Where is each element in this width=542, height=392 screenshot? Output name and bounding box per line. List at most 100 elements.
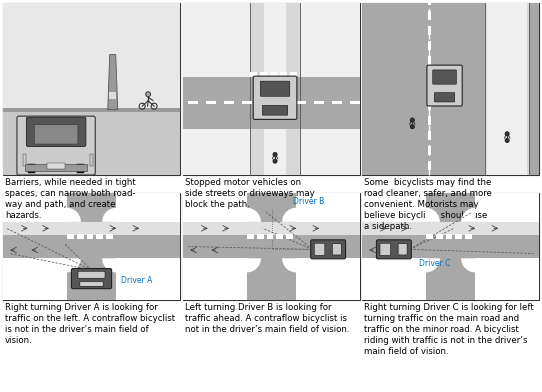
Bar [67, 222, 117, 235]
Bar [428, 116, 431, 125]
Bar [183, 193, 360, 300]
FancyBboxPatch shape [78, 271, 105, 278]
FancyBboxPatch shape [427, 65, 462, 106]
Bar [47, 163, 65, 169]
Wedge shape [425, 258, 440, 272]
Bar [425, 258, 475, 300]
FancyBboxPatch shape [34, 125, 78, 144]
Text: Driver C: Driver C [418, 259, 450, 268]
Bar [455, 234, 462, 239]
Bar [428, 161, 431, 170]
Bar [428, 26, 431, 35]
Polygon shape [108, 54, 118, 110]
Bar [3, 108, 180, 112]
Bar [247, 222, 296, 235]
Bar [296, 235, 360, 258]
Bar [362, 258, 425, 300]
Bar [428, 86, 431, 95]
Text: Some  bicyclists may find the
road cleaner, safer, and more
convenient. Motorist: Some bicyclists may find the road cleane… [364, 178, 492, 231]
Circle shape [410, 118, 415, 122]
Bar [96, 234, 104, 239]
Bar [428, 131, 431, 140]
Bar [256, 234, 263, 239]
Wedge shape [461, 208, 475, 222]
Circle shape [273, 159, 277, 163]
Bar [23, 154, 27, 165]
Bar [264, 3, 286, 175]
Text: Right turning Driver C is looking for left
turning traffic on the main road and
: Right turning Driver C is looking for le… [364, 303, 534, 356]
Bar [183, 235, 247, 258]
FancyBboxPatch shape [72, 269, 112, 289]
Bar [250, 3, 300, 175]
Bar [117, 193, 180, 222]
Bar [475, 222, 539, 235]
Bar [76, 234, 83, 239]
Bar [89, 154, 93, 165]
FancyBboxPatch shape [27, 117, 86, 147]
Bar [117, 235, 180, 258]
Bar [183, 258, 247, 300]
Bar [183, 193, 247, 222]
Wedge shape [282, 258, 296, 272]
Bar [296, 258, 360, 300]
Bar [25, 163, 87, 171]
Bar [296, 101, 306, 104]
Bar [206, 101, 216, 104]
Bar [77, 163, 85, 173]
Bar [475, 193, 539, 222]
Bar [428, 71, 431, 80]
Wedge shape [425, 208, 440, 222]
Bar [250, 72, 257, 77]
Circle shape [410, 125, 415, 129]
FancyBboxPatch shape [262, 105, 288, 115]
FancyBboxPatch shape [332, 244, 341, 255]
FancyBboxPatch shape [433, 70, 456, 84]
Bar [428, 11, 431, 20]
Bar [350, 101, 360, 104]
Bar [332, 101, 342, 104]
Bar [3, 3, 180, 175]
Bar [67, 234, 74, 239]
Bar [3, 258, 67, 300]
Text: Driver B: Driver B [293, 197, 324, 206]
Wedge shape [102, 208, 117, 222]
Bar [387, 3, 472, 175]
Bar [106, 234, 113, 239]
Bar [183, 129, 250, 175]
Bar [224, 101, 234, 104]
Bar [117, 222, 180, 235]
Bar [109, 93, 116, 99]
Wedge shape [67, 208, 81, 222]
Bar [362, 222, 425, 235]
Bar [3, 193, 67, 222]
Text: Left turning Driver B is looking for
traffic ahead. A contraflow bicyclist is
no: Left turning Driver B is looking for tra… [185, 303, 350, 334]
Bar [362, 193, 539, 300]
Bar [428, 146, 431, 155]
Text: Driver A: Driver A [121, 276, 153, 285]
Wedge shape [247, 258, 261, 272]
Bar [3, 222, 67, 235]
Wedge shape [247, 208, 261, 222]
Bar [300, 129, 360, 175]
Bar [436, 234, 443, 239]
Text: Barriers, while needed in tight
spaces, can narrow both road-
way and path, and : Barriers, while needed in tight spaces, … [5, 178, 135, 220]
Bar [276, 234, 283, 239]
Circle shape [505, 132, 509, 136]
Bar [242, 101, 252, 104]
FancyBboxPatch shape [377, 240, 411, 259]
Circle shape [146, 92, 151, 96]
FancyBboxPatch shape [311, 240, 346, 259]
Bar [183, 193, 360, 300]
Bar [314, 101, 324, 104]
Text: Stopped motor vehicles on
side streets or driveways may
block the path.: Stopped motor vehicles on side streets o… [185, 178, 315, 209]
Bar [183, 3, 250, 77]
Bar [188, 101, 198, 104]
FancyBboxPatch shape [314, 243, 325, 256]
Bar [362, 193, 539, 300]
Bar [425, 235, 475, 258]
Bar [485, 3, 530, 175]
Bar [183, 222, 247, 235]
Bar [425, 234, 433, 239]
Bar [183, 77, 360, 129]
Bar [362, 193, 425, 222]
